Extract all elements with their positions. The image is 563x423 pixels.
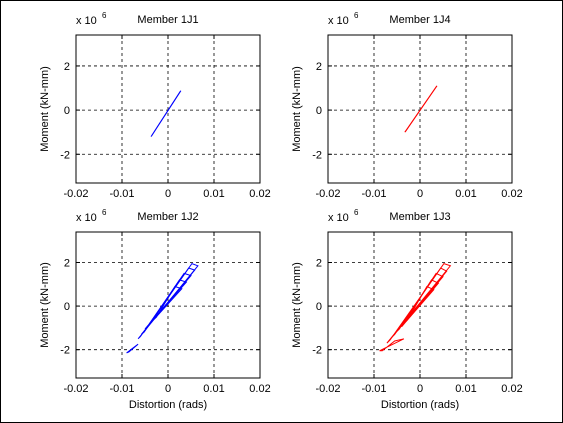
- subplot-1-xtick-label-0: -0.02: [63, 188, 88, 200]
- subplot-1-xtick-label-3: 0.01: [203, 188, 224, 200]
- subplot-4-y-multiplier: x 10: [328, 212, 349, 224]
- subplot-4: -0.02 -0.01 0 0.01 0.02 -2 0 2 x 10 6 Member 1J3 Mo…: [291, 208, 523, 411]
- subplot-1-xtick-label-4: 0.02: [249, 188, 270, 200]
- subplot-4-title: Member 1J3: [389, 211, 450, 223]
- subplot-2-y-multiplier-exponent: 6: [354, 11, 359, 20]
- subplot-3-title: Member 1J2: [137, 211, 198, 223]
- subplot-4-xtick-label-0: -0.02: [315, 383, 340, 395]
- subplot-4-ytick-label-0: -2: [312, 345, 322, 357]
- subplot-1: -0.02 -0.01 0 0.01 0.02 -2 0 2 x 10 6 Member 1J1 Mo…: [39, 11, 271, 200]
- subplot-3-xtick-label-0: -0.02: [63, 383, 88, 395]
- subplot-1-ytick-label-1: 0: [64, 105, 70, 117]
- subplot-2-xtick-label-3: 0.01: [455, 188, 476, 200]
- subplot-2-ylabel: Moment (kN-mm): [291, 66, 303, 152]
- subplot-1-y-multiplier: x 10: [76, 15, 97, 27]
- subplot-3-series-0-loop-4: [137, 262, 199, 340]
- subplot-3-xtick-label-1: -0.01: [109, 383, 134, 395]
- subplot-4-ytick-label-1: 0: [316, 301, 322, 313]
- subplot-3-y-multiplier-exponent: 6: [102, 208, 107, 217]
- subplot-1-series-0-loop-0: [150, 90, 182, 137]
- subplot-3: -0.02 -0.01 0 0.01 0.02 -2 0 2 x 10 6 Member 1J2 Mo…: [39, 208, 271, 411]
- subplot-3-xtick-label-3: 0.01: [203, 383, 224, 395]
- subplot-3-ytick-label-2: 2: [64, 258, 70, 270]
- subplot-2-xtick-label-0: -0.02: [315, 188, 340, 200]
- subplot-3-ytick-label-0: -2: [60, 345, 70, 357]
- subplot-4-series-0-loop-4: [386, 263, 452, 344]
- subplot-2-y-multiplier: x 10: [328, 15, 349, 27]
- subplot-4-series-0-loop-5: [379, 338, 405, 352]
- subplot-2-ytick-label-1: 0: [316, 105, 322, 117]
- subplot-2: -0.02 -0.01 0 0.01 0.02 -2 0 2 x 10 6 Member 1J4 Mo…: [291, 11, 523, 200]
- subplot-3-ylabel: Moment (kN-mm): [39, 262, 51, 348]
- subplot-2-xtick-label-4: 0.02: [501, 188, 522, 200]
- subplot-2-ytick-label-0: -2: [312, 149, 322, 161]
- subplot-1-ylabel: Moment (kN-mm): [39, 66, 51, 152]
- subplot-1-xtick-label-2: 0: [165, 188, 171, 200]
- subplot-3-xtick-label-2: 0: [165, 383, 171, 395]
- subplot-3-series-0-loop-5: [126, 343, 139, 354]
- subplot-3-y-multiplier: x 10: [76, 212, 97, 224]
- subplot-2-xtick-label-2: 0: [417, 188, 423, 200]
- subplot-2-series-0-loop-0: [404, 85, 438, 133]
- subplot-2-xtick-label-1: -0.01: [361, 188, 386, 200]
- subplot-4-xtick-label-2: 0: [417, 383, 423, 395]
- subplot-4-xlabel: Distortion (rads): [381, 399, 459, 411]
- subplot-3-xlabel: Distortion (rads): [129, 399, 207, 411]
- subplot-4-xtick-label-3: 0.01: [455, 383, 476, 395]
- subplot-1-xtick-label-1: -0.01: [109, 188, 134, 200]
- subplot-4-xtick-label-1: -0.01: [361, 383, 386, 395]
- subplot-2-ytick-label-2: 2: [316, 61, 322, 73]
- subplot-4-ylabel: Moment (kN-mm): [291, 262, 303, 348]
- subplot-1-y-multiplier-exponent: 6: [102, 11, 107, 20]
- subplot-1-ytick-label-2: 2: [64, 61, 70, 73]
- subplot-1-ytick-label-0: -2: [60, 149, 70, 161]
- subplot-3-xtick-label-4: 0.02: [249, 383, 270, 395]
- subplot-4-xtick-label-4: 0.02: [501, 383, 522, 395]
- subplot-4-ytick-label-2: 2: [316, 258, 322, 270]
- subplot-2-title: Member 1J4: [389, 14, 450, 26]
- subplot-4-y-multiplier-exponent: 6: [354, 208, 359, 217]
- subplot-3-ytick-label-1: 0: [64, 301, 70, 313]
- subplot-1-title: Member 1J1: [137, 14, 198, 26]
